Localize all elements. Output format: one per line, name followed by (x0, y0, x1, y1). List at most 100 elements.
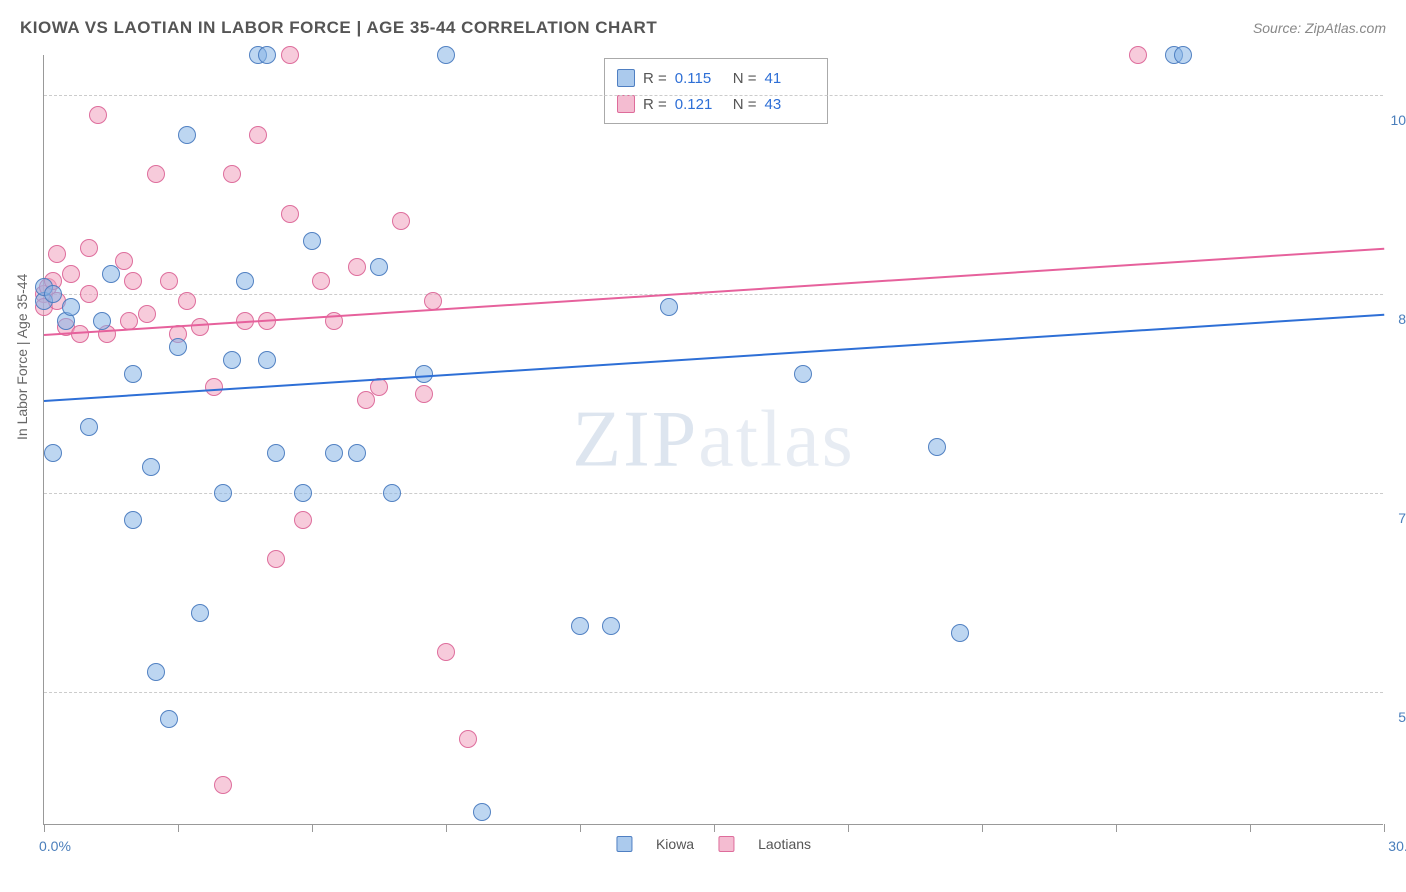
scatter-point-laotians (357, 391, 375, 409)
scatter-point-kiowa (571, 617, 589, 635)
scatter-point-laotians (80, 285, 98, 303)
scatter-point-kiowa (44, 285, 62, 303)
gridline (44, 95, 1383, 96)
scatter-point-laotians (267, 550, 285, 568)
scatter-point-laotians (437, 643, 455, 661)
scatter-point-kiowa (928, 438, 946, 456)
scatter-point-kiowa (437, 46, 455, 64)
scatter-point-laotians (249, 126, 267, 144)
x-tick (44, 824, 45, 832)
scatter-point-laotians (294, 511, 312, 529)
y-axis-label: In Labor Force | Age 35-44 (14, 274, 30, 440)
x-tick (982, 824, 983, 832)
x-tick (446, 824, 447, 832)
scatter-point-kiowa (294, 484, 312, 502)
x-tick-label-right: 30.0% (1388, 838, 1406, 854)
x-tick (580, 824, 581, 832)
watermark: ZIPatlas (572, 394, 855, 485)
x-tick (848, 824, 849, 832)
scatter-point-kiowa (258, 351, 276, 369)
x-tick (714, 824, 715, 832)
source-credit: Source: ZipAtlas.com (1253, 20, 1386, 36)
scatter-point-kiowa (267, 444, 285, 462)
swatch-pink-icon (617, 95, 635, 113)
scatter-point-kiowa (415, 365, 433, 383)
scatter-point-kiowa (236, 272, 254, 290)
scatter-point-kiowa (602, 617, 620, 635)
x-tick-label-left: 0.0% (39, 838, 71, 854)
scatter-point-kiowa (124, 511, 142, 529)
scatter-point-kiowa (80, 418, 98, 436)
y-tick-label: 70.0% (1398, 510, 1406, 526)
scatter-point-kiowa (191, 604, 209, 622)
stats-row-kiowa: R = 0.115 N = 41 (617, 65, 815, 91)
y-tick-label: 85.0% (1398, 311, 1406, 327)
x-tick (178, 824, 179, 832)
laotians-n-value: 43 (765, 96, 815, 113)
gridline (44, 493, 1383, 494)
stats-box: R = 0.115 N = 41 R = 0.121 N = 43 (604, 58, 828, 124)
legend-label-kiowa: Kiowa (656, 836, 694, 852)
scatter-point-laotians (312, 272, 330, 290)
scatter-point-laotians (205, 378, 223, 396)
scatter-point-laotians (115, 252, 133, 270)
scatter-point-kiowa (383, 484, 401, 502)
scatter-point-kiowa (169, 338, 187, 356)
scatter-point-laotians (120, 312, 138, 330)
scatter-point-laotians (415, 385, 433, 403)
scatter-point-laotians (89, 106, 107, 124)
legend-swatch-kiowa-icon (616, 836, 632, 852)
x-tick (1116, 824, 1117, 832)
laotians-r-value: 0.121 (675, 96, 725, 113)
r-label: R = (643, 70, 667, 87)
scatter-point-kiowa (223, 351, 241, 369)
scatter-chart: ZIPatlas R = 0.115 N = 41 R = 0.121 N = … (43, 55, 1383, 825)
scatter-point-kiowa (102, 265, 120, 283)
legend-swatch-laotians-icon (718, 836, 734, 852)
scatter-point-kiowa (1174, 46, 1192, 64)
scatter-point-kiowa (124, 365, 142, 383)
r-label: R = (643, 96, 667, 113)
scatter-point-laotians (48, 245, 66, 263)
scatter-point-laotians (147, 165, 165, 183)
scatter-point-laotians (191, 318, 209, 336)
scatter-point-laotians (124, 272, 142, 290)
y-tick-label: 55.0% (1398, 709, 1406, 725)
scatter-point-kiowa (325, 444, 343, 462)
scatter-point-kiowa (178, 126, 196, 144)
scatter-point-kiowa (660, 298, 678, 316)
y-tick-label: 100.0% (1391, 112, 1406, 128)
kiowa-r-value: 0.115 (675, 70, 725, 87)
scatter-point-kiowa (147, 663, 165, 681)
bottom-legend: Kiowa Laotians (616, 836, 811, 852)
x-tick (1250, 824, 1251, 832)
scatter-point-laotians (281, 46, 299, 64)
trend-line-laotians (44, 247, 1384, 335)
scatter-point-laotians (1129, 46, 1147, 64)
scatter-point-kiowa (160, 710, 178, 728)
scatter-point-laotians (348, 258, 366, 276)
scatter-point-kiowa (93, 312, 111, 330)
scatter-point-laotians (424, 292, 442, 310)
n-label: N = (733, 70, 757, 87)
scatter-point-kiowa (473, 803, 491, 821)
scatter-point-kiowa (214, 484, 232, 502)
scatter-point-laotians (392, 212, 410, 230)
scatter-point-kiowa (348, 444, 366, 462)
scatter-point-kiowa (62, 298, 80, 316)
kiowa-n-value: 41 (765, 70, 815, 87)
scatter-point-laotians (281, 205, 299, 223)
scatter-point-laotians (223, 165, 241, 183)
scatter-point-laotians (459, 730, 477, 748)
x-tick (1384, 824, 1385, 832)
scatter-point-kiowa (142, 458, 160, 476)
scatter-point-kiowa (303, 232, 321, 250)
scatter-point-kiowa (794, 365, 812, 383)
scatter-point-kiowa (951, 624, 969, 642)
legend-label-laotians: Laotians (758, 836, 811, 852)
scatter-point-laotians (62, 265, 80, 283)
scatter-point-kiowa (44, 444, 62, 462)
gridline (44, 692, 1383, 693)
scatter-point-kiowa (370, 258, 388, 276)
x-tick (312, 824, 313, 832)
